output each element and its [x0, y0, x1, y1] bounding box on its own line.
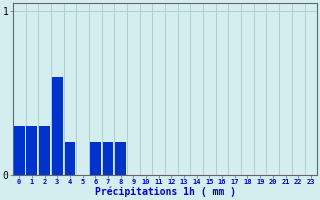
Bar: [90, 142, 101, 175]
X-axis label: Précipitations 1h ( mm ): Précipitations 1h ( mm ): [94, 187, 236, 197]
Bar: [14, 126, 25, 175]
Bar: [65, 142, 75, 175]
Bar: [115, 142, 126, 175]
Bar: [52, 77, 63, 175]
Bar: [39, 126, 50, 175]
Bar: [102, 142, 113, 175]
Bar: [27, 126, 37, 175]
